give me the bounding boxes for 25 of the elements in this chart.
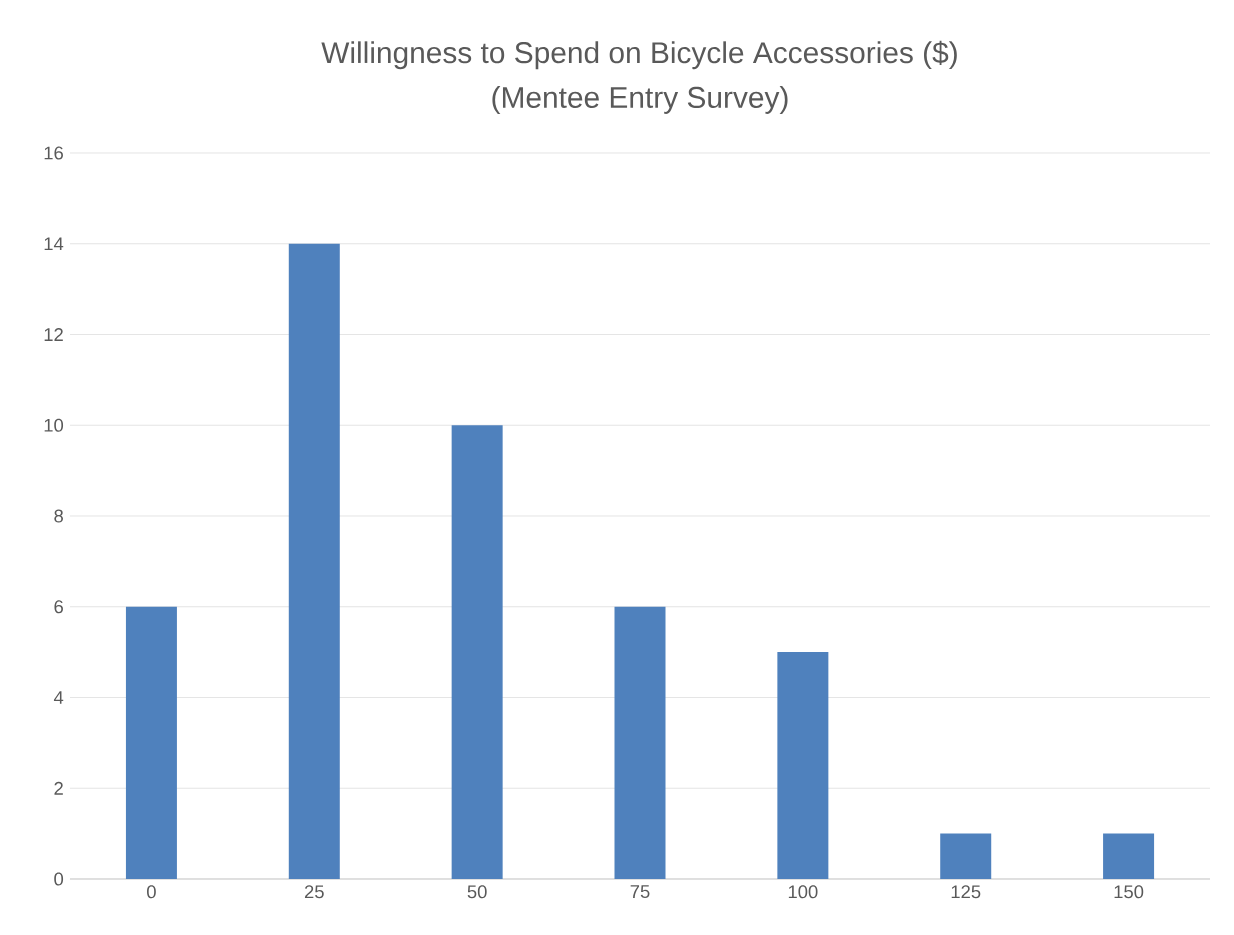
y-tick-label: 8 [54, 509, 63, 523]
bar [451, 425, 503, 879]
y-tick-label: 4 [53, 691, 64, 704]
bar [1103, 833, 1155, 879]
chart-title: Willingness to Spend on Bicycle Accessories ($) [321, 40, 957, 70]
x-tick-label: 100 [788, 885, 818, 899]
x-tick-label: 0 [147, 885, 156, 899]
y-tick-label: 6 [54, 600, 63, 614]
y-tick-label: 16 [44, 146, 63, 160]
bar [125, 606, 177, 879]
x-tick-label: 50 [467, 885, 487, 899]
bar [777, 652, 829, 879]
y-tick-label: 12 [44, 328, 63, 341]
x-tick-label: 125 [951, 885, 981, 899]
x-tick-label: 75 [630, 885, 650, 899]
y-tick-label: 10 [44, 418, 64, 432]
bar [288, 243, 340, 879]
chart-subtitle: (Mentee Entry Survey) [492, 86, 788, 114]
y-tick-label: 2 [54, 781, 63, 795]
bar [940, 833, 992, 879]
bar [614, 606, 666, 879]
x-tick-label: 150 [1114, 885, 1144, 899]
x-tick-label: 25 [304, 885, 324, 899]
y-tick-label: 0 [54, 872, 64, 886]
y-tick-label: 14 [44, 237, 64, 251]
